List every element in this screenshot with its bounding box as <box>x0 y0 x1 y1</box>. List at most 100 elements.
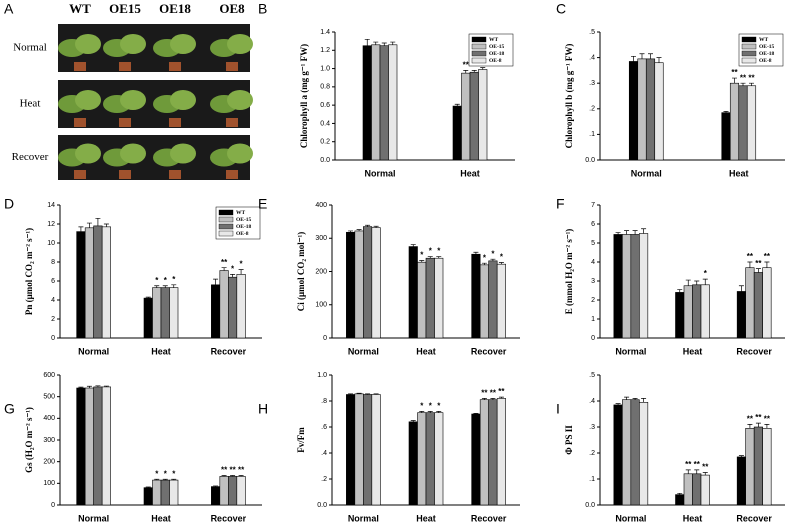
bar <box>622 234 632 339</box>
bar <box>417 412 427 506</box>
bar <box>76 387 86 506</box>
bar <box>346 231 356 339</box>
bar <box>637 58 647 161</box>
bar <box>628 61 639 161</box>
error-bar <box>162 285 168 288</box>
error-bar <box>364 38 370 46</box>
y-tick-label: 1.2 <box>320 47 330 54</box>
bar <box>84 387 94 506</box>
y-tick-label: 200 <box>315 268 327 275</box>
y-tick-label: .5 <box>589 29 595 36</box>
significance-label: * <box>437 402 441 411</box>
error-bar <box>624 396 630 400</box>
bar <box>729 82 740 161</box>
significance-label: * <box>704 269 708 278</box>
panel-label: B <box>258 1 267 17</box>
error-bar <box>694 280 700 285</box>
bar <box>645 58 656 161</box>
plant-leaf <box>170 143 196 164</box>
bar <box>346 394 356 506</box>
significance-label: ** <box>747 415 754 424</box>
y-axis-label: E (mmol H₂O m⁻² s⁻¹) <box>564 229 574 315</box>
legend-label: OE-8 <box>489 58 502 64</box>
error-bar <box>86 222 92 228</box>
legend-swatch <box>218 223 234 230</box>
legend-swatch <box>741 36 757 43</box>
plant-leaf <box>170 34 196 54</box>
error-bar <box>356 229 362 231</box>
bar <box>496 263 506 339</box>
bar <box>762 267 772 339</box>
error-bar <box>213 278 219 285</box>
y-tick-label: .6 <box>321 424 327 431</box>
bar <box>143 487 153 506</box>
error-bar <box>648 53 653 59</box>
plant-leaf <box>170 90 196 110</box>
error-bar <box>238 475 244 477</box>
significance-label: * <box>164 469 168 478</box>
y-tick-label: 1.0 <box>317 372 327 379</box>
y-tick-label: .2 <box>321 476 327 483</box>
legend-label: OE-18 <box>236 224 252 230</box>
pot <box>226 62 238 71</box>
significance-label: ** <box>463 61 470 70</box>
error-bar <box>419 411 425 413</box>
y-tick-label: 400 <box>43 415 55 422</box>
plant-leaf <box>75 90 101 110</box>
panel-label: I <box>556 401 560 417</box>
legend-swatch <box>471 50 487 57</box>
bar <box>692 473 702 506</box>
x-tick-label: Normal <box>78 346 109 356</box>
bar <box>228 276 238 339</box>
error-bar <box>615 232 621 235</box>
y-tick-label: .4 <box>321 450 327 457</box>
error-bar <box>78 226 84 232</box>
error-bar <box>641 228 647 234</box>
panel-label: F <box>556 196 565 212</box>
bar <box>639 401 649 506</box>
bar <box>745 267 755 339</box>
bar <box>613 234 623 339</box>
bar <box>469 71 479 161</box>
significance-label: * <box>420 402 424 411</box>
bar <box>371 44 381 161</box>
bar <box>630 234 640 339</box>
bar <box>683 473 693 506</box>
y-tick-label: .3 <box>589 80 595 87</box>
y-tick-label: .2 <box>589 106 595 113</box>
significance-label: * <box>500 253 504 262</box>
panel-label: A <box>4 1 14 17</box>
y-tick-label: .5 <box>589 372 595 379</box>
x-tick-label: Normal <box>615 513 646 523</box>
bar <box>219 476 229 506</box>
pot <box>226 118 238 127</box>
photo-row-label: Recover <box>12 151 49 163</box>
error-bar <box>454 103 460 107</box>
y-tick-label: 6 <box>591 221 595 228</box>
legend-swatch <box>741 50 757 57</box>
y-tick-label: 0.0 <box>320 157 330 164</box>
significance-label: * <box>429 402 433 411</box>
y-tick-label: 1.0 <box>320 65 330 72</box>
y-tick-label: .2 <box>589 450 595 457</box>
bar <box>160 479 170 506</box>
significance-label: ** <box>685 460 692 469</box>
plant-leaf <box>120 34 146 54</box>
bar <box>434 412 444 506</box>
error-bar <box>685 469 691 474</box>
x-tick-label: Heat <box>416 513 436 523</box>
x-tick-label: Normal <box>631 168 662 178</box>
error-bar <box>498 396 504 399</box>
bar <box>160 287 170 339</box>
error-bar <box>436 411 442 413</box>
legend-label: OE-8 <box>759 58 772 64</box>
x-tick-label: Heat <box>151 346 171 356</box>
significance-label: ** <box>748 73 755 82</box>
y-axis-label: Gs (H₂O m⁻² s⁻¹) <box>24 407 34 473</box>
legend-swatch <box>471 36 487 43</box>
y-tick-label: 8 <box>51 259 55 266</box>
significance-label: * <box>172 469 176 478</box>
x-tick-label: Heat <box>683 346 703 356</box>
error-bar <box>755 268 761 273</box>
